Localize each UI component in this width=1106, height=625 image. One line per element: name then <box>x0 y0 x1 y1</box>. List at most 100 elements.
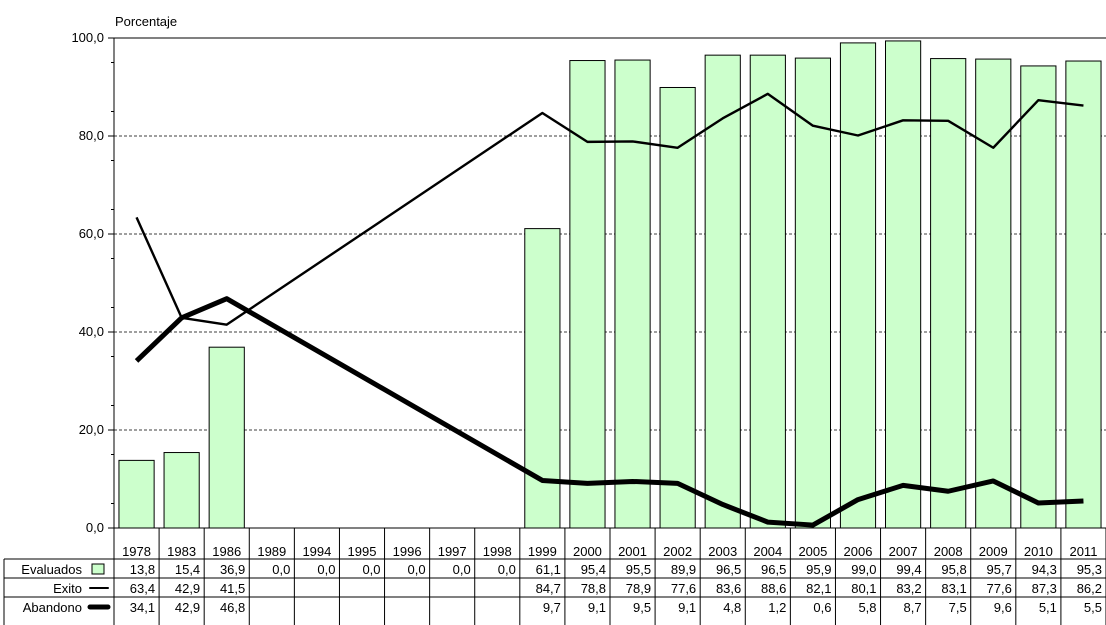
bar <box>208 346 245 529</box>
data-label: 95,3 <box>1077 562 1102 577</box>
x-tick-label: 1997 <box>438 544 467 559</box>
y-tick-label: 20,0 <box>79 422 104 437</box>
legend-label: Exito <box>53 581 82 596</box>
data-label: 83,1 <box>941 581 966 596</box>
lines <box>134 92 1084 528</box>
x-tick-label: 1978 <box>122 544 151 559</box>
data-label: 95,8 <box>941 562 966 577</box>
data-label: 8,7 <box>904 600 922 615</box>
bars <box>118 40 1102 529</box>
bar <box>1065 60 1102 529</box>
data-label: 0,0 <box>453 562 471 577</box>
x-tick-label: 2001 <box>618 544 647 559</box>
legend-label: Abandono <box>23 600 82 615</box>
data-label: 0,6 <box>813 600 831 615</box>
bar <box>930 58 967 529</box>
x-tick-label: 2010 <box>1024 544 1053 559</box>
x-tick-label: 1986 <box>212 544 241 559</box>
x-tick-label: 1995 <box>348 544 377 559</box>
data-label: 42,9 <box>175 600 200 615</box>
data-label: 34,1 <box>130 600 155 615</box>
data-label: 82,1 <box>806 581 831 596</box>
y-tick-label: 0,0 <box>86 520 104 535</box>
x-tick-label: 2000 <box>573 544 602 559</box>
x-tick-label: 2011 <box>1069 544 1097 559</box>
data-label: 5,8 <box>858 600 876 615</box>
bar <box>659 86 696 529</box>
y-axis-title: Porcentaje <box>115 14 177 29</box>
x-tick-label: 1998 <box>483 544 512 559</box>
bar <box>975 58 1012 529</box>
data-label: 9,5 <box>633 600 651 615</box>
data-label: 0,0 <box>317 562 335 577</box>
data-label: 63,4 <box>130 581 155 596</box>
data-label: 95,7 <box>987 562 1012 577</box>
data-label: 78,8 <box>581 581 606 596</box>
data-label: 42,9 <box>175 581 200 596</box>
data-label: 46,8 <box>220 600 245 615</box>
data-label: 13,8 <box>130 562 155 577</box>
bar <box>1020 65 1057 529</box>
data-label: 96,5 <box>716 562 741 577</box>
y-tick-label: 40,0 <box>79 324 104 339</box>
y-tick-label: 80,0 <box>79 128 104 143</box>
bar <box>794 57 831 529</box>
data-label: 78,9 <box>626 581 651 596</box>
data-label: 61,1 <box>536 562 561 577</box>
data-label: 9,6 <box>994 600 1012 615</box>
x-tick-label: 2006 <box>844 544 873 559</box>
bar <box>614 59 651 529</box>
data-label: 87,3 <box>1032 581 1057 596</box>
data-label: 36,9 <box>220 562 245 577</box>
data-label: 95,5 <box>626 562 651 577</box>
data-label: 99,0 <box>851 562 876 577</box>
data-label: 83,6 <box>716 581 741 596</box>
data-label: 4,8 <box>723 600 741 615</box>
bar <box>749 54 786 529</box>
data-label: 99,4 <box>896 562 921 577</box>
x-tick-label: 2004 <box>753 544 782 559</box>
data-label: 86,2 <box>1077 581 1102 596</box>
y-tick-label: 60,0 <box>79 226 104 241</box>
bar <box>569 60 606 529</box>
x-tick-label: 2003 <box>708 544 737 559</box>
x-tick-label: 2009 <box>979 544 1008 559</box>
data-label: 15,4 <box>175 562 200 577</box>
data-label: 9,1 <box>588 600 606 615</box>
line-series-exito <box>135 92 1084 326</box>
data-label: 9,1 <box>678 600 696 615</box>
data-table: 1978 1983 1986 1989 1994 1995 1996 1997 1998 1999… <box>3 528 1106 625</box>
data-label: 96,5 <box>761 562 786 577</box>
data-label: 88,6 <box>761 581 786 596</box>
legend-key-bar <box>91 563 105 575</box>
bar <box>839 42 877 529</box>
axes: 0,0 20,0 40,0 60,0 80,0 100,0 <box>71 30 1106 535</box>
data-label: 0,0 <box>408 562 426 577</box>
data-label: 77,6 <box>987 581 1012 596</box>
bar <box>163 452 200 529</box>
data-label: 77,6 <box>671 581 696 596</box>
bar <box>885 40 922 529</box>
x-tick-label: 1999 <box>528 544 557 559</box>
data-label: 80,1 <box>851 581 876 596</box>
bar <box>118 459 155 529</box>
data-label: 95,9 <box>806 562 831 577</box>
data-label: 1,2 <box>768 600 786 615</box>
y-tick-label: 100,0 <box>71 30 104 45</box>
x-tick-label: 2008 <box>934 544 963 559</box>
data-label: 94,3 <box>1032 562 1057 577</box>
data-label: 9,7 <box>543 600 561 615</box>
data-label: 5,5 <box>1084 600 1102 615</box>
x-tick-label: 1996 <box>393 544 422 559</box>
x-tick-label: 1983 <box>167 544 196 559</box>
x-tick-label: 1994 <box>302 544 331 559</box>
data-label: 0,0 <box>362 562 380 577</box>
data-label: 83,2 <box>896 581 921 596</box>
x-tick-label: 2005 <box>798 544 827 559</box>
data-label: 0,0 <box>498 562 516 577</box>
legend-label: Evaluados <box>21 562 82 577</box>
data-label: 0,0 <box>272 562 290 577</box>
data-label: 84,7 <box>536 581 561 596</box>
x-tick-label: 2002 <box>663 544 692 559</box>
